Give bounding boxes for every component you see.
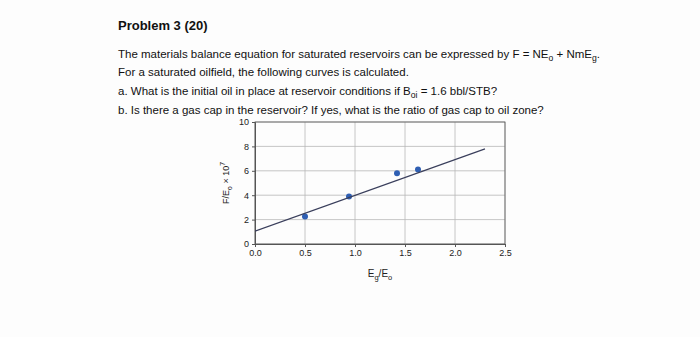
x-tick-label: 1.0 (349, 248, 362, 258)
y-tick: 2 (244, 215, 255, 225)
problem-line: b. Is there a gas cap in the reservoir? … (118, 104, 544, 116)
text-run: . (597, 48, 600, 60)
y-tick-label: 4 (244, 191, 249, 201)
y-tick-mark (252, 146, 255, 147)
y-tick-mark (252, 122, 255, 123)
x-tick-mark (505, 244, 506, 247)
y-tick: 6 (244, 166, 255, 176)
text-run: = 1.6 bbl/STB? (417, 85, 497, 97)
y-tick-label: 6 (244, 166, 249, 176)
problem-line: a. What is the initial oil in place at r… (118, 85, 497, 100)
grid (255, 122, 505, 244)
fit-line (255, 149, 485, 231)
x-axis-line (256, 245, 506, 248)
x-tick-label: 2.5 (499, 248, 512, 258)
x-tick: 0.5 (299, 244, 312, 258)
grid-line-y (255, 146, 505, 147)
y-tick: 0 (244, 239, 255, 249)
y-tick-mark (252, 195, 255, 196)
data-point (394, 170, 400, 176)
x-tick-label: 1.5 (399, 248, 412, 258)
text-run: For a saturated oilfield, the following … (118, 66, 409, 78)
plot-marks (255, 149, 485, 231)
x-axis: 0.0 0.5 1.0 1.5 2.0 2.5 (249, 244, 512, 258)
x-tick: 1.0 (349, 244, 362, 258)
grid-line-y (255, 195, 505, 196)
y-axis-label: F/Eo × 107 (219, 162, 233, 204)
text-run: × 10 (221, 166, 231, 186)
subscript: o (388, 273, 392, 282)
x-tick: 1.5 (399, 244, 412, 258)
paper (0, 0, 700, 337)
y-tick-mark (252, 220, 255, 221)
x-tick: 2.5 (499, 244, 512, 258)
y-tick-mark (252, 171, 255, 172)
y-tick-label: 10 (239, 117, 249, 127)
x-axis-label: Eg/Eo (368, 268, 392, 282)
x-tick-mark (355, 244, 356, 247)
x-tick-mark (305, 244, 306, 247)
x-tick-label: 0.5 (299, 248, 312, 258)
y-axis-line (252, 123, 256, 245)
text-run: b. Is there a gas cap in the reservoir? … (118, 104, 544, 116)
y-tick-label: 0 (244, 239, 249, 249)
x-tick-label: 0.0 (249, 248, 262, 258)
grid-line-y (255, 170, 505, 171)
grid-line-y (255, 219, 505, 220)
superscript: 7 (219, 162, 226, 166)
y-tick: 4 (244, 191, 255, 201)
text-run: The materials balance equation for satur… (118, 48, 549, 60)
x-tick-label: 2.0 (449, 248, 462, 258)
text-run: F/E (221, 190, 231, 204)
text-run: a. What is the initial oil in place at r… (118, 85, 411, 97)
x-tick-mark (405, 244, 406, 247)
y-tick: 10 (239, 117, 255, 127)
problem-title: Problem 3 (20) (118, 18, 208, 33)
x-tick-mark (455, 244, 456, 247)
text-run: /E (379, 268, 389, 279)
y-tick: 8 (244, 142, 255, 152)
x-tick: 0.0 (249, 244, 262, 258)
problem-line: For a saturated oilfield, the following … (118, 66, 409, 78)
text-run: + NmE (553, 48, 592, 60)
y-tick-label: 8 (244, 142, 249, 152)
y-tick-mark (252, 244, 255, 245)
page: Problem 3 (20) The materials balance equa… (0, 0, 700, 337)
grid-line-x (405, 122, 406, 244)
plot-frame (255, 122, 505, 244)
grid-line-x (355, 122, 356, 244)
grid-line-x (455, 122, 456, 244)
y-axis: 0 2 4 6 8 10 (239, 117, 256, 249)
problem-line: The materials balance equation for satur… (118, 48, 600, 63)
grid-line-x (305, 122, 306, 244)
y-tick-label: 2 (244, 215, 249, 225)
x-tick: 2.0 (449, 244, 462, 258)
